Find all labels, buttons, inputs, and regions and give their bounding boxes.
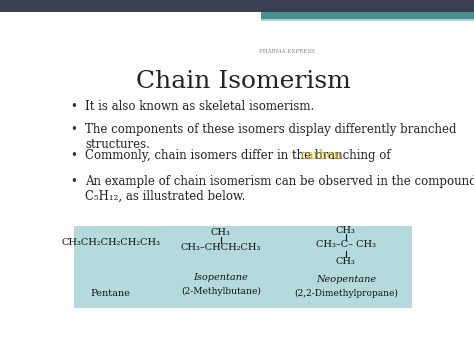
- Text: (2-Methylbutane): (2-Methylbutane): [181, 286, 261, 296]
- Text: CH₃–CHCH₂CH₃: CH₃–CHCH₂CH₃: [181, 243, 261, 252]
- Text: Pentane: Pentane: [91, 289, 131, 297]
- Text: Commonly, chain isomers differ in the branching of: Commonly, chain isomers differ in the br…: [85, 149, 394, 162]
- Text: carbon: carbon: [301, 149, 342, 162]
- Text: It is also known as skeletal isomerism.: It is also known as skeletal isomerism.: [85, 100, 314, 113]
- Text: CH₃: CH₃: [336, 257, 356, 266]
- Text: CH₃: CH₃: [211, 229, 231, 237]
- Text: •: •: [70, 175, 77, 188]
- FancyBboxPatch shape: [74, 226, 412, 308]
- Text: An example of chain isomerism can be observed in the compound
C₅H₁₂, as illustra: An example of chain isomerism can be obs…: [85, 175, 474, 203]
- Text: The components of these isomers display differently branched
structures.: The components of these isomers display …: [85, 123, 456, 151]
- Text: CH₃–C– CH₃: CH₃–C– CH₃: [316, 240, 376, 249]
- Text: Neopentane: Neopentane: [316, 275, 376, 284]
- Text: •: •: [70, 123, 77, 136]
- Text: CH₃CH₂CH₂CH₂CH₃: CH₃CH₂CH₂CH₂CH₃: [61, 238, 160, 247]
- Text: 14: 14: [405, 28, 421, 38]
- Text: •: •: [70, 100, 77, 113]
- Text: Chain Isomerism: Chain Isomerism: [136, 70, 350, 93]
- Text: Isopentane: Isopentane: [193, 273, 248, 282]
- Text: CH₃: CH₃: [336, 226, 356, 235]
- Text: (2,2-Dimethylpropane): (2,2-Dimethylpropane): [294, 289, 398, 298]
- Text: •: •: [70, 149, 77, 162]
- Text: PHARMA EXPRESS: PHARMA EXPRESS: [259, 49, 315, 54]
